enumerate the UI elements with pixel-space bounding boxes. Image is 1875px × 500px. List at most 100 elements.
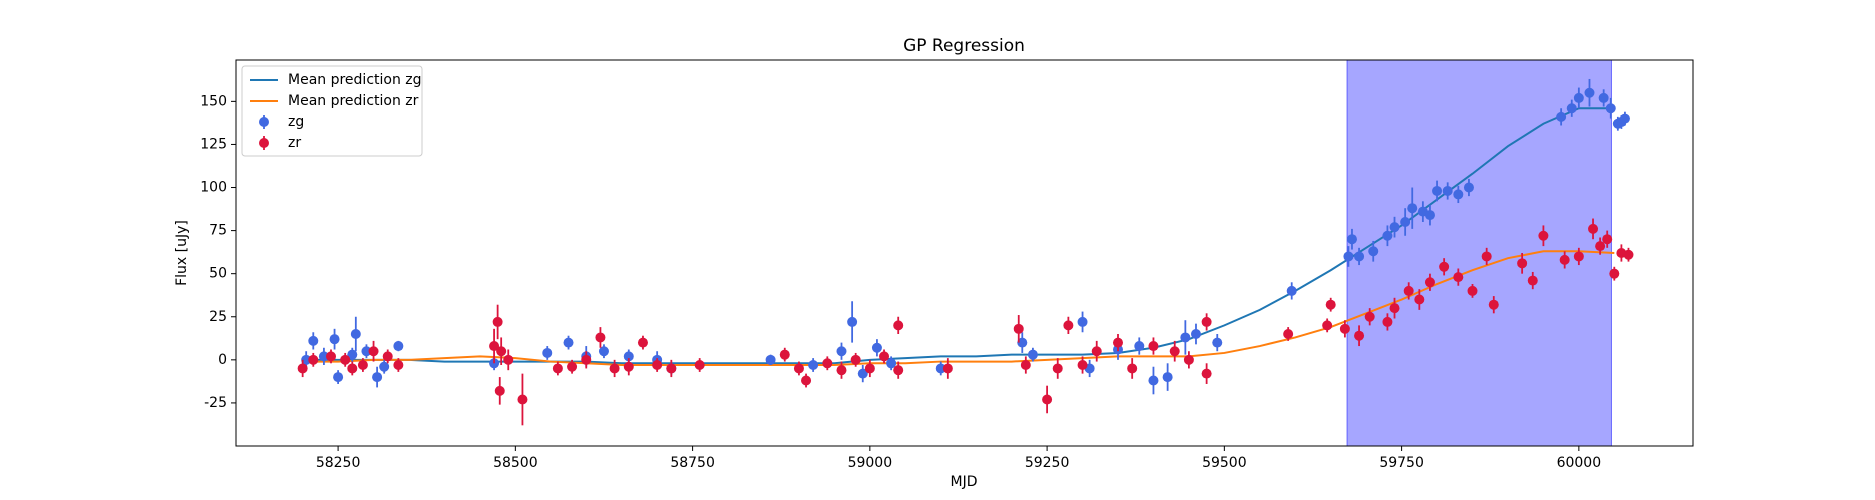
data-point <box>1609 268 1620 279</box>
data-point <box>1017 337 1028 348</box>
data-point <box>1573 251 1584 262</box>
data-point <box>1414 294 1425 305</box>
data-point <box>1382 316 1393 327</box>
data-point <box>308 354 319 365</box>
y-tick-label: 75 <box>209 223 227 239</box>
data-point <box>347 363 358 374</box>
x-tick-label: 59000 <box>848 455 893 471</box>
x-tick-label: 58750 <box>670 455 715 471</box>
data-point <box>393 341 404 352</box>
data-point <box>1442 185 1453 196</box>
data-point <box>340 354 351 365</box>
data-point <box>1346 234 1357 245</box>
legend-label: zr <box>288 135 301 151</box>
data-point <box>1389 303 1400 314</box>
data-point <box>893 365 904 376</box>
data-point <box>1201 368 1212 379</box>
legend-marker <box>259 117 269 127</box>
legend-box <box>241 65 423 157</box>
data-point <box>393 360 404 371</box>
x-tick-label: 60000 <box>1557 455 1602 471</box>
data-point <box>801 375 812 386</box>
data-point <box>1595 241 1606 252</box>
y-tick-label: 50 <box>209 266 227 282</box>
data-point <box>379 361 390 372</box>
data-point <box>847 316 858 327</box>
data-point <box>496 346 507 357</box>
data-point <box>382 351 393 362</box>
data-point <box>1180 332 1191 343</box>
shaded-span <box>1346 59 1612 447</box>
data-point <box>347 349 358 360</box>
legend-label: zg <box>288 114 304 130</box>
data-point <box>1368 246 1379 257</box>
x-tick-label: 58250 <box>316 455 361 471</box>
data-point <box>1091 346 1102 357</box>
data-point <box>836 365 847 376</box>
data-point <box>368 346 379 357</box>
data-point <box>361 346 372 357</box>
data-point <box>1325 299 1336 310</box>
x-tick-label: 59250 <box>1025 455 1070 471</box>
data-point <box>503 354 514 365</box>
data-point <box>1467 285 1478 296</box>
data-point <box>492 316 503 327</box>
data-point <box>1424 277 1435 288</box>
y-tick-label: 0 <box>218 352 227 368</box>
data-point <box>1605 103 1616 114</box>
data-point <box>1343 251 1354 262</box>
data-point <box>308 335 319 346</box>
x-tick-label: 59500 <box>1202 455 1247 471</box>
data-point <box>1112 337 1123 348</box>
data-point <box>871 342 882 353</box>
data-point <box>1400 216 1411 227</box>
data-point <box>1322 320 1333 331</box>
x-tick-label: 58500 <box>493 455 538 471</box>
data-point <box>1162 372 1173 383</box>
legend-marker <box>259 138 269 148</box>
data-point <box>1602 234 1613 245</box>
data-point <box>1389 222 1400 233</box>
legend-label: Mean prediction zg <box>288 72 422 88</box>
data-point <box>598 346 609 357</box>
data-point <box>886 358 897 369</box>
data-point <box>372 372 383 383</box>
data-point <box>637 337 648 348</box>
data-point <box>893 320 904 331</box>
data-point <box>1042 394 1053 405</box>
data-point <box>563 337 574 348</box>
data-point <box>1556 111 1567 122</box>
data-point <box>1148 375 1159 386</box>
data-point <box>1339 323 1350 334</box>
data-point <box>779 349 790 360</box>
data-point <box>581 354 592 365</box>
data-point <box>1354 330 1365 341</box>
data-point <box>652 360 663 371</box>
data-point <box>1527 275 1538 286</box>
data-point <box>1584 87 1595 98</box>
y-tick-label: 125 <box>200 136 227 152</box>
data-point <box>1286 285 1297 296</box>
data-point <box>1077 316 1088 327</box>
y-tick-label: 100 <box>200 180 227 196</box>
chart-title: GP Regression <box>903 36 1025 56</box>
data-point <box>1566 103 1577 114</box>
data-point <box>808 360 819 371</box>
data-point <box>1481 251 1492 262</box>
data-point <box>301 354 312 365</box>
data-point <box>1619 113 1630 124</box>
data-point <box>1439 261 1450 272</box>
data-point <box>1573 92 1584 103</box>
data-point <box>1588 223 1599 234</box>
data-point <box>942 363 953 374</box>
data-point <box>1052 363 1063 374</box>
data-point <box>1364 311 1375 322</box>
legend-label: Mean prediction zr <box>288 93 419 109</box>
data-point <box>595 332 606 343</box>
data-point <box>1027 349 1038 360</box>
data-point <box>623 351 634 362</box>
data-point <box>1077 360 1088 371</box>
data-point <box>1598 92 1609 103</box>
data-point <box>666 363 677 374</box>
